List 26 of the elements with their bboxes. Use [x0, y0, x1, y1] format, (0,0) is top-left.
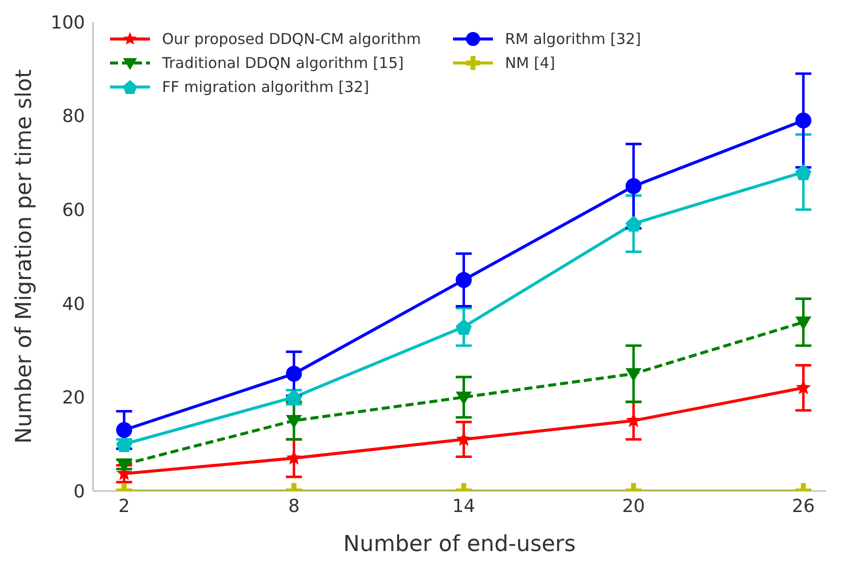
point [626, 178, 642, 194]
x-tick-label: 8 [288, 496, 300, 517]
y-axis-title: Number of Migration per time slot [12, 69, 37, 444]
point [456, 272, 472, 288]
point [626, 216, 642, 232]
legend-label: Traditional DDQN algorithm [15] [162, 54, 404, 72]
legend-label: RM algorithm [32] [504, 30, 642, 48]
x-axis-title: Number of end-users [343, 532, 576, 557]
legend-label: Our proposed DDQN-CM algorithm [162, 30, 421, 48]
point [116, 422, 132, 438]
point [286, 366, 302, 382]
x-tick-label: 14 [452, 496, 476, 517]
x-tick-label: 26 [792, 496, 815, 517]
x-tick-label: 2 [118, 496, 130, 517]
point [795, 164, 812, 180]
legend-label: NM [4] [504, 54, 556, 72]
y-tick-label: 40 [62, 294, 85, 315]
y-tick-label: 60 [62, 200, 85, 221]
point [795, 112, 812, 128]
y-tick-label: 20 [62, 388, 85, 409]
point [456, 318, 472, 335]
y-tick-label: 100 [50, 12, 85, 34]
legend-label: FF migration algorithm [32] [162, 78, 370, 96]
y-tick-label: 0 [74, 481, 85, 502]
x-tick-label: 20 [622, 496, 646, 517]
y-tick-label: 80 [62, 106, 85, 128]
